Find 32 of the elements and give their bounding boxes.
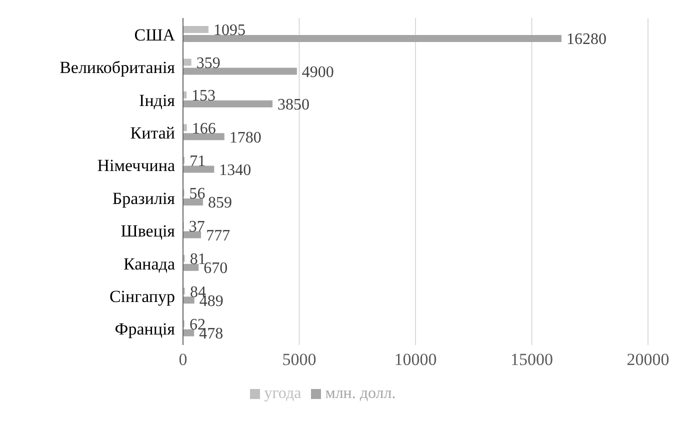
y-tick-label: Франція	[114, 320, 176, 339]
data-label: 37	[188, 218, 205, 236]
y-tick-label: Швеція	[120, 222, 176, 241]
data-label: 153	[192, 88, 216, 105]
legend-label: угода	[264, 385, 302, 402]
y-tick-label: США	[134, 25, 176, 44]
y-tick-label: Канада	[124, 254, 176, 274]
legend-label: млн. долл.	[325, 385, 396, 402]
data-label: 1780	[229, 129, 262, 146]
x-tick-label: 15000	[510, 350, 553, 370]
y-tick-label: Сінгапур	[109, 286, 175, 306]
data-label: 777	[206, 227, 230, 244]
y-tick-label: Індія	[139, 90, 176, 110]
y-tick-label: Великобританія	[60, 58, 176, 78]
y-tick-label: Бразилія	[112, 188, 176, 208]
x-tick-label: 20000	[626, 350, 670, 370]
x-tick-label: 10000	[394, 350, 437, 370]
data-label: 16280	[566, 31, 607, 48]
data-label: 166	[192, 120, 216, 138]
y-tick-label: Китай	[130, 123, 175, 142]
data-label: 56	[189, 186, 206, 203]
x-tick-label: 0	[178, 350, 188, 370]
data-label: 71	[190, 152, 206, 170]
data-label: 3850	[278, 96, 310, 114]
data-label: 859	[208, 194, 232, 212]
x-tick-label: 5000	[282, 350, 316, 370]
data-label: 1095	[213, 22, 246, 40]
data-label: 1340	[219, 162, 252, 179]
y-tick-label: Німеччина	[97, 156, 176, 176]
data-label: 359	[196, 54, 220, 72]
data-label: 670	[204, 260, 228, 278]
data-label: 4900	[302, 64, 334, 81]
